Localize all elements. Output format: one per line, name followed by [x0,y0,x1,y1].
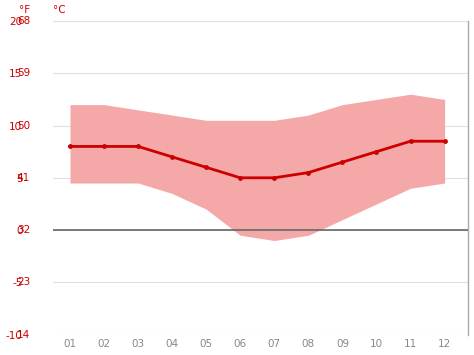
Text: 41: 41 [17,173,30,183]
Text: 23: 23 [17,277,30,287]
Text: 32: 32 [17,225,30,235]
Text: 59: 59 [17,68,30,78]
Text: °F: °F [19,5,30,15]
Text: 68: 68 [17,16,30,26]
Text: 14: 14 [17,329,30,340]
Text: 50: 50 [17,121,30,131]
Text: °C: °C [53,5,65,15]
